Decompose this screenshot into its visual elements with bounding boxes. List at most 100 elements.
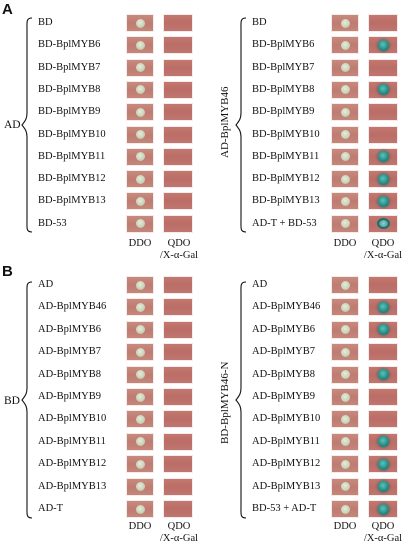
qdo-spot-tile xyxy=(368,276,398,294)
ddo-spot-tile xyxy=(126,365,154,384)
white-colony xyxy=(135,437,145,447)
ddo-spot-tile xyxy=(126,36,154,55)
row-label: BD-BplMYB10 xyxy=(38,128,106,140)
qdo-spot-tile xyxy=(163,125,193,144)
white-colony xyxy=(340,325,350,335)
white-colony xyxy=(135,482,145,492)
row-label: AD-BplMYB13 xyxy=(38,480,107,492)
qdo-spot-tile xyxy=(368,298,398,317)
qdo-spot-tile xyxy=(368,477,398,496)
white-colony xyxy=(340,280,350,290)
row-label: AD-BplMYB8 xyxy=(38,368,102,380)
row-label: AD-BplMYB10 xyxy=(252,413,321,425)
panel-b-left-qdo-sub: /X-α-Gal xyxy=(159,533,199,544)
row-label: BD-BplMYB6 xyxy=(252,39,315,51)
row-label: AD xyxy=(252,279,268,290)
panel-b-right-qdo-sub: /X-α-Gal xyxy=(363,533,403,544)
white-colony xyxy=(135,347,145,357)
white-colony xyxy=(135,40,145,50)
ddo-spot-tile xyxy=(126,14,154,32)
qdo-spot-tile xyxy=(368,125,398,144)
qdo-spot-tile xyxy=(368,103,398,122)
white-colony xyxy=(135,302,145,312)
row-label: AD-BplMYB6 xyxy=(252,323,316,335)
row-label: BD-BplMYB6 xyxy=(38,39,101,51)
ddo-spot-tile xyxy=(126,58,154,77)
white-colony xyxy=(340,174,350,184)
qdo-spot-tile xyxy=(368,320,398,339)
ddo-spot-tile xyxy=(126,170,154,189)
white-colony xyxy=(340,302,350,312)
qdo-spot-tile xyxy=(163,298,193,317)
row-label: BD-BplMYB9 xyxy=(38,106,101,118)
row-label: AD-BplMYB8 xyxy=(252,368,316,380)
white-colony xyxy=(135,18,145,28)
ddo-spot-tile xyxy=(331,343,359,362)
panel-b-left-group-label: BD xyxy=(4,395,20,407)
ddo-spot-tile xyxy=(126,477,154,496)
qdo-spot-tile xyxy=(163,147,193,166)
white-colony xyxy=(340,63,350,73)
ddo-spot-tile xyxy=(126,343,154,362)
white-colony xyxy=(340,85,350,95)
qdo-spot-tile xyxy=(163,388,193,406)
white-colony xyxy=(135,459,145,469)
panel-b-left-brace xyxy=(21,281,33,519)
panel-a-right-group-label: AD-BplMYB46 xyxy=(219,86,231,158)
ddo-spot-tile xyxy=(126,298,154,317)
row-label: BD-BplMYB12 xyxy=(38,173,106,185)
white-colony xyxy=(135,504,145,514)
ddo-spot-tile xyxy=(126,214,154,233)
blue-colony xyxy=(377,195,389,207)
white-colony xyxy=(340,414,350,424)
ddo-spot-tile xyxy=(331,410,359,429)
panel-a-right-brace xyxy=(235,17,247,233)
row-label: BD-BplMYB13 xyxy=(38,195,106,207)
panel-a-right-qdo-label: QDO xyxy=(371,238,395,249)
white-colony xyxy=(135,414,145,424)
qdo-spot-tile xyxy=(163,214,193,233)
white-colony xyxy=(340,196,350,206)
row-label: BD-BplMYB11 xyxy=(38,150,106,162)
white-colony xyxy=(340,219,350,229)
white-colony xyxy=(135,152,145,162)
panel-b-letter: B xyxy=(2,263,13,280)
white-colony xyxy=(340,18,350,28)
ddo-spot-tile xyxy=(126,500,154,518)
panel-b-left-ddo-label: DDO xyxy=(128,521,152,532)
qdo-spot-tile xyxy=(163,410,193,429)
qdo-spot-tile xyxy=(163,170,193,189)
qdo-spot-tile xyxy=(163,432,193,451)
white-colony xyxy=(340,392,350,402)
panel-a-left-group-label: AD xyxy=(4,119,21,131)
row-label: AD-T xyxy=(38,503,64,514)
blue-colony xyxy=(377,481,389,493)
qdo-spot-tile xyxy=(368,170,398,189)
qdo-spot-tile xyxy=(163,14,193,32)
row-label: AD-BplMYB10 xyxy=(38,413,107,425)
ddo-spot-tile xyxy=(331,36,359,55)
row-label: AD-BplMYB46 xyxy=(38,301,107,313)
row-label: BD xyxy=(252,17,267,28)
qdo-spot-tile xyxy=(368,14,398,32)
row-label: AD-BplMYB9 xyxy=(252,391,316,402)
blue-colony xyxy=(377,39,389,51)
white-colony xyxy=(135,130,145,139)
panel-a-right-ddo-label: DDO xyxy=(333,238,357,249)
row-label: AD-BplMYB9 xyxy=(38,391,102,402)
white-colony xyxy=(135,280,145,290)
ddo-spot-tile xyxy=(331,125,359,144)
qdo-spot-tile xyxy=(163,36,193,55)
row-label: AD-T + BD-53 xyxy=(252,217,317,229)
ddo-spot-tile xyxy=(331,192,359,211)
row-label: BD xyxy=(38,17,53,28)
ddo-spot-tile xyxy=(126,388,154,406)
qdo-spot-tile xyxy=(368,147,398,166)
row-label: BD-BplMYB12 xyxy=(252,173,320,185)
qdo-spot-tile xyxy=(163,103,193,122)
row-label: AD-BplMYB12 xyxy=(252,458,321,470)
ddo-spot-tile xyxy=(331,320,359,339)
row-label: AD-BplMYB7 xyxy=(38,346,102,358)
blue-colony xyxy=(377,151,389,163)
